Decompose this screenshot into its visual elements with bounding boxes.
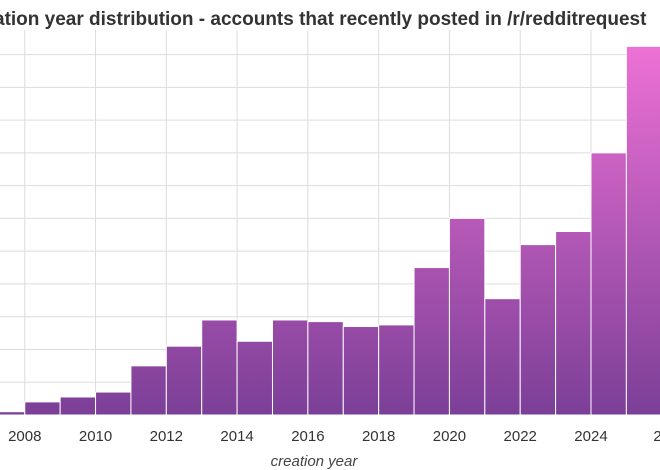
bar-2022 bbox=[519, 244, 557, 416]
x-tick-label: 2014 bbox=[220, 428, 253, 445]
x-tick-label: 2008 bbox=[8, 428, 41, 445]
bar-2014 bbox=[236, 340, 273, 416]
bar-2023 bbox=[555, 231, 592, 416]
x-ticks: 2008 2010 2012 2014 2016 2018 2020 2022 2024 20 bbox=[8, 428, 660, 445]
bar-2009 bbox=[59, 396, 97, 416]
bar-2024 bbox=[590, 152, 627, 416]
x-tick-label: 2010 bbox=[79, 428, 112, 445]
bar-2013 bbox=[201, 319, 238, 416]
bar-2017 bbox=[342, 326, 380, 416]
bar-2010 bbox=[95, 391, 132, 416]
bar-2016 bbox=[307, 321, 344, 416]
bar-2020 bbox=[448, 217, 486, 416]
bar-2007 bbox=[0, 411, 26, 416]
bar-2012 bbox=[165, 345, 203, 416]
chart-title: ation year distribution - accounts that … bbox=[0, 9, 647, 30]
bar-2025 bbox=[625, 45, 660, 416]
x-axis-label: creation year bbox=[271, 453, 359, 470]
bar-2019 bbox=[413, 267, 450, 416]
bar-2015 bbox=[271, 319, 309, 416]
x-tick-label: 20 bbox=[653, 428, 660, 445]
bar-2008 bbox=[24, 401, 61, 416]
x-tick-label: 2018 bbox=[362, 428, 395, 445]
bars bbox=[0, 45, 660, 416]
x-tick-label: 2016 bbox=[291, 428, 324, 445]
x-tick-label: 2020 bbox=[433, 428, 466, 445]
x-tick-label: 2012 bbox=[150, 428, 183, 445]
x-tick-label: 2022 bbox=[504, 428, 537, 445]
x-tick-label: 2024 bbox=[574, 428, 607, 445]
bar-2011 bbox=[130, 365, 167, 416]
bar-2021 bbox=[484, 298, 521, 416]
bar-2018 bbox=[378, 324, 415, 416]
